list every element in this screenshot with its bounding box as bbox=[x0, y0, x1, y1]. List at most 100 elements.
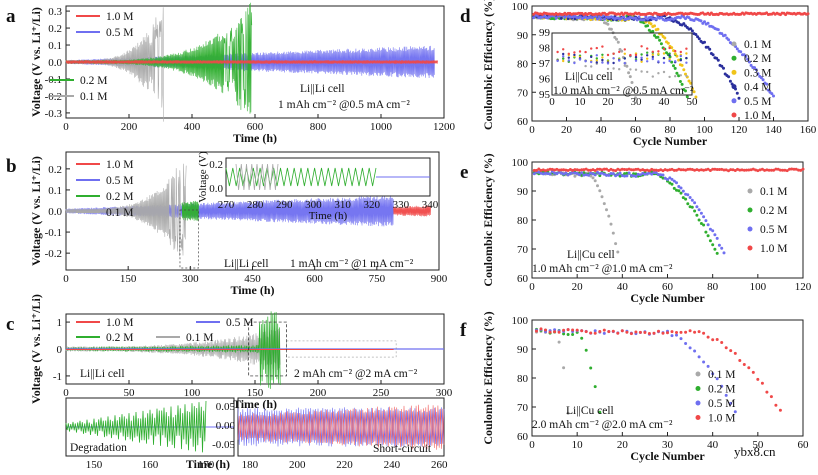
inset-point bbox=[651, 57, 654, 61]
series-05M-point bbox=[634, 174, 638, 178]
series-03M-point bbox=[670, 46, 674, 50]
y-tick-label: 80 bbox=[517, 215, 529, 227]
legend-label: 0.1 M bbox=[760, 186, 787, 198]
series-05M-point bbox=[687, 16, 691, 20]
x-tick-label: 0 bbox=[63, 121, 69, 133]
inset-point bbox=[662, 47, 666, 51]
series-04M-point bbox=[689, 27, 693, 31]
inset-point bbox=[590, 47, 593, 50]
series-05M-point bbox=[753, 66, 756, 70]
legend-label: 0.2 M bbox=[80, 75, 107, 87]
series-10M-point bbox=[663, 168, 667, 172]
series-05M-point bbox=[677, 185, 681, 188]
x-tick-label: 600 bbox=[247, 121, 264, 133]
series-10M-point bbox=[720, 167, 724, 171]
inset-x-tick-label: 180 bbox=[242, 459, 259, 471]
legend-label: 0.1 M bbox=[744, 39, 771, 51]
series-10M-point bbox=[580, 168, 584, 172]
x-tick-label: 120 bbox=[731, 124, 748, 136]
series-04M-point bbox=[716, 58, 720, 62]
y-axis-label: Voltage (V vs. Li⁺/Li) bbox=[29, 156, 43, 266]
series-10M-point bbox=[688, 167, 692, 171]
inset-point bbox=[562, 52, 565, 56]
series-10M-point bbox=[797, 168, 800, 172]
series-01M-point bbox=[593, 179, 597, 183]
series-10M-point bbox=[781, 168, 785, 172]
series-10M-point bbox=[745, 168, 748, 172]
series-04M-point bbox=[728, 79, 732, 83]
series-05M-point bbox=[553, 328, 557, 332]
series-01M-point bbox=[634, 96, 637, 100]
inset-x-tick-label: 280 bbox=[247, 199, 264, 211]
series-10M-point bbox=[736, 167, 739, 171]
inset-point bbox=[573, 61, 576, 65]
annotation-condition: 1 mAh cm⁻² @1 mA cm⁻² bbox=[290, 258, 414, 270]
series-05M-point bbox=[635, 18, 639, 22]
series-10M-point bbox=[557, 168, 561, 172]
inset-x-tick-label: 300 bbox=[305, 199, 322, 211]
series-05M-point bbox=[720, 384, 724, 388]
series-02M-point bbox=[670, 182, 674, 186]
series-05M-point bbox=[544, 171, 547, 175]
inset-point bbox=[612, 67, 615, 70]
series-02M-point bbox=[677, 189, 681, 193]
x-tick-label: 200 bbox=[121, 121, 138, 133]
series-01M-point bbox=[600, 195, 604, 199]
inset-point bbox=[623, 62, 626, 65]
series-10M-point bbox=[607, 330, 611, 334]
annotation-cell: Li||Li cell bbox=[80, 368, 125, 380]
inset-point bbox=[623, 52, 626, 55]
series-04M-point bbox=[722, 66, 725, 70]
series-10M-point bbox=[681, 168, 685, 172]
inset-point bbox=[556, 50, 559, 54]
series-04M-point bbox=[697, 37, 701, 41]
inset-point bbox=[634, 59, 638, 62]
series-10M-point bbox=[544, 169, 547, 173]
series-02M-point bbox=[593, 385, 597, 389]
series-10M-point bbox=[763, 168, 767, 172]
series-01M-point bbox=[598, 189, 602, 193]
y-axis-label: Coulombic Efficiency (%) bbox=[481, 0, 495, 130]
series-10M-point bbox=[774, 167, 778, 171]
series-10M-point bbox=[670, 167, 674, 171]
legend-label: 0.2 M bbox=[744, 53, 771, 65]
series-10M-point bbox=[609, 167, 613, 171]
y-axis-label: Coulombic Efficiency (%) bbox=[481, 311, 495, 444]
inset-point bbox=[662, 52, 666, 55]
annotation-condition: 2 mAh cm⁻² @2 mA cm⁻² bbox=[294, 368, 418, 380]
y-tick-label: 0.0 bbox=[48, 57, 62, 69]
legend-marker bbox=[695, 400, 701, 406]
series-05M-point bbox=[657, 173, 660, 177]
series-02M-point bbox=[695, 213, 699, 217]
x-tick-label: 0 bbox=[529, 281, 535, 293]
series-10M-point bbox=[756, 169, 760, 173]
series-10M-point bbox=[666, 331, 669, 335]
inset-x-tick-label: 10 bbox=[575, 96, 587, 108]
y-tick-label: 100 bbox=[512, 1, 529, 13]
series-10M-point bbox=[672, 168, 676, 172]
legend-label: 1.0 M bbox=[106, 11, 133, 23]
series-10M-point bbox=[693, 168, 697, 172]
inset-point bbox=[606, 53, 610, 57]
inset-x-tick-label: 40 bbox=[659, 96, 671, 108]
series-04M-point bbox=[711, 53, 715, 57]
series-10M-point bbox=[765, 390, 769, 394]
series-05M-point bbox=[596, 17, 599, 21]
series-02M-point bbox=[711, 243, 715, 247]
series-10M-point bbox=[711, 338, 715, 342]
inset-point bbox=[595, 54, 598, 57]
series-10M-point bbox=[702, 168, 706, 172]
series-10M-point bbox=[785, 169, 789, 173]
inset-trace-0.1M bbox=[235, 163, 279, 191]
inset-y-tick-label: 99 bbox=[539, 27, 551, 39]
series-05M-point bbox=[746, 57, 750, 61]
inset-point bbox=[629, 53, 632, 57]
series-10M-point bbox=[575, 328, 579, 332]
series-04M-point bbox=[559, 16, 563, 20]
series-05M-point bbox=[772, 94, 775, 98]
legend-label: 0.3 M bbox=[744, 67, 771, 79]
series-10M-point bbox=[688, 329, 692, 333]
series-03M-point bbox=[663, 36, 667, 40]
series-10M-point bbox=[697, 330, 701, 334]
series-02M-point bbox=[650, 170, 654, 174]
